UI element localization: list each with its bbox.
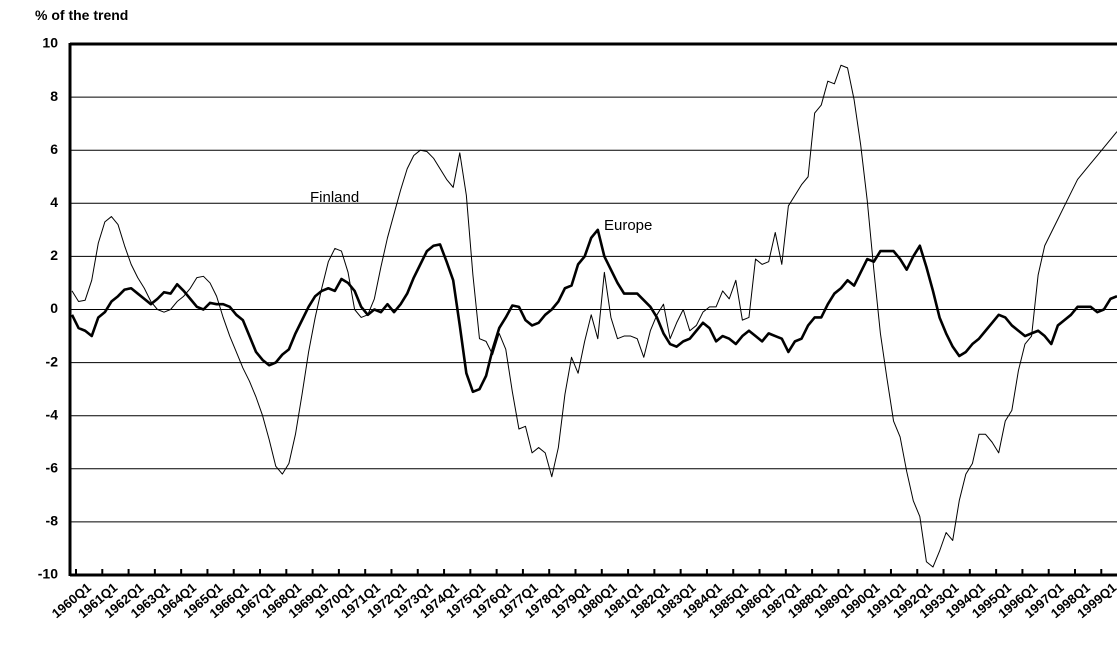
- y-tick-label: 6: [50, 141, 58, 157]
- annotation: Finland: [310, 189, 359, 206]
- y-tick-label: -4: [46, 406, 59, 422]
- y-tick-label: -2: [46, 353, 59, 369]
- y-tick-label: -8: [46, 513, 59, 529]
- y-tick-label: 4: [50, 194, 58, 210]
- annotation: Europe: [604, 217, 652, 234]
- y-tick-label: -10: [38, 566, 58, 582]
- y-tick-label: 10: [42, 35, 58, 51]
- y-tick-label: -6: [46, 460, 59, 476]
- y-tick-label: 0: [50, 300, 58, 316]
- line-series: [71, 64, 1117, 568]
- line-series: [70, 228, 1117, 394]
- y-axis-title: % of the trend: [35, 7, 128, 23]
- y-tick-label: 2: [50, 247, 58, 263]
- y-tick-label: 8: [50, 88, 58, 104]
